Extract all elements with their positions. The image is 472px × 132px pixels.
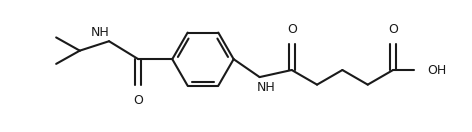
Text: NH: NH (91, 26, 110, 39)
Text: O: O (388, 23, 398, 36)
Text: NH: NH (257, 81, 276, 94)
Text: O: O (134, 94, 143, 107)
Text: O: O (287, 23, 296, 36)
Text: OH: OH (428, 63, 447, 77)
